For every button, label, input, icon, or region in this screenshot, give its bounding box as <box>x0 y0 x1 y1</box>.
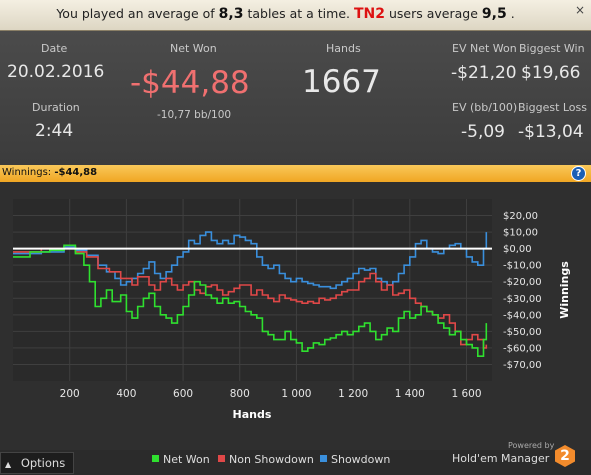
triangle-up-icon: ▲ <box>5 460 12 469</box>
site-name: TN2 <box>353 6 385 22</box>
biggest-win-label: Biggest Win <box>519 42 585 55</box>
y-axis-label: Winnings <box>558 261 571 319</box>
x-tick-labels: 200 400 600 800 1 000 1 200 1 400 1 600 <box>60 388 482 400</box>
legend-non-showdown: Non Showdown <box>218 453 314 466</box>
y-tick-label: $10,00 <box>503 228 538 239</box>
winnings-chart: 200 400 600 800 1 000 1 200 1 400 1 600 $20,00$… <box>13 199 571 421</box>
options-label: Options <box>20 456 66 470</box>
biggest-loss-label: Biggest Loss <box>518 101 588 114</box>
brand-powered-by: Powered by <box>508 441 555 450</box>
duration-value: 2:44 <box>35 121 74 141</box>
ev-bb-value: -5,09 <box>461 122 505 142</box>
series-line-net-won <box>13 244 488 357</box>
winnings-bar: Winnings: -$44,88 ? <box>0 165 591 182</box>
x-tick-label: 800 <box>230 388 250 400</box>
net-won-value: -$44,88 <box>130 65 250 101</box>
legend-label: Non Showdown <box>229 453 314 466</box>
legend-showdown: Showdown <box>320 453 390 466</box>
x-axis-label: Hands <box>233 408 272 421</box>
banner-mid: tables at a time. <box>247 6 350 21</box>
x-tick-label: 1 000 <box>281 388 311 400</box>
y-tick-label: $0,00 <box>503 244 532 255</box>
y-tick-label: -$60,00 <box>503 343 542 354</box>
y-tick-label: -$70,00 <box>503 360 542 371</box>
banner-prefix: You played an average of <box>56 6 215 21</box>
date-value: 20.02.2016 <box>7 62 105 82</box>
series-line-showdown <box>13 231 488 290</box>
x-tick-label: 1 200 <box>338 388 368 400</box>
options-button[interactable]: ▲ Options <box>0 452 75 474</box>
y-tick-label: -$20,00 <box>503 277 542 288</box>
duration-label: Duration <box>32 101 80 114</box>
net-won-label: Net Won <box>170 42 217 55</box>
winnings-label: Winnings: <box>2 167 52 178</box>
ev-bb-label: EV (bb/100) <box>452 101 518 114</box>
y-tick-label: -$40,00 <box>503 310 542 321</box>
winnings-text: Winnings: -$44,88 <box>2 167 97 178</box>
y-tick-labels: $20,00 $10,00 $0,00 -$10,00 -$20,00 -$30,00 -$… <box>503 211 542 371</box>
biggest-win-value: $19,66 <box>521 63 581 83</box>
plot-area <box>13 199 492 381</box>
hands-label: Hands <box>326 42 361 55</box>
x-tick-label: 200 <box>60 388 80 400</box>
hands-value: 1667 <box>302 64 381 100</box>
x-tick-label: 1 600 <box>451 388 481 400</box>
winnings-value: -$44,88 <box>54 167 98 178</box>
y-tick-label: -$30,00 <box>503 294 542 305</box>
session-stats-panel: Date 20.02.2016 Duration 2:44 Net Won -$… <box>0 31 591 165</box>
x-tick-label: 1 400 <box>395 388 425 400</box>
brand-name: Hold'em Manager <box>452 452 550 465</box>
legend-label: Showdown <box>331 453 391 466</box>
biggest-loss-value: -$13,04 <box>518 122 584 142</box>
site-avg-value: 9,5 <box>481 6 507 22</box>
hm2-logo-icon: 2 <box>555 445 575 467</box>
average-tables-banner: You played an average of 8,3 tables at a… <box>0 0 591 31</box>
ev-net-won-value: -$21,20 <box>451 63 517 83</box>
ev-net-won-label: EV Net Won <box>452 42 517 55</box>
legend-net-won: Net Won <box>152 453 210 466</box>
footer <box>0 450 591 474</box>
banner-end: . <box>510 6 515 21</box>
x-tick-label: 400 <box>116 388 136 400</box>
legend-swatch <box>320 455 327 462</box>
legend-label: Net Won <box>163 453 210 466</box>
series-lines <box>13 231 492 357</box>
date-label: Date <box>41 42 68 55</box>
legend-swatch <box>218 455 225 462</box>
banner-text: You played an average of 8,3 tables at a… <box>0 6 571 22</box>
x-tick-label: 600 <box>173 388 193 400</box>
net-won-bb: -10,77 bb/100 <box>157 109 232 121</box>
close-icon[interactable]: × <box>574 3 585 17</box>
avg-tables-value: 8,3 <box>218 6 244 22</box>
help-icon[interactable]: ? <box>571 166 586 181</box>
y-tick-label: -$10,00 <box>503 261 542 272</box>
banner-suffix: users average <box>388 6 478 21</box>
winnings-graph: 200 400 600 800 1 000 1 200 1 400 1 600 $20,00 $… <box>0 182 591 450</box>
legend-swatch <box>152 455 159 462</box>
y-tick-label: $20,00 <box>503 211 538 222</box>
y-tick-label: -$50,00 <box>503 327 542 338</box>
